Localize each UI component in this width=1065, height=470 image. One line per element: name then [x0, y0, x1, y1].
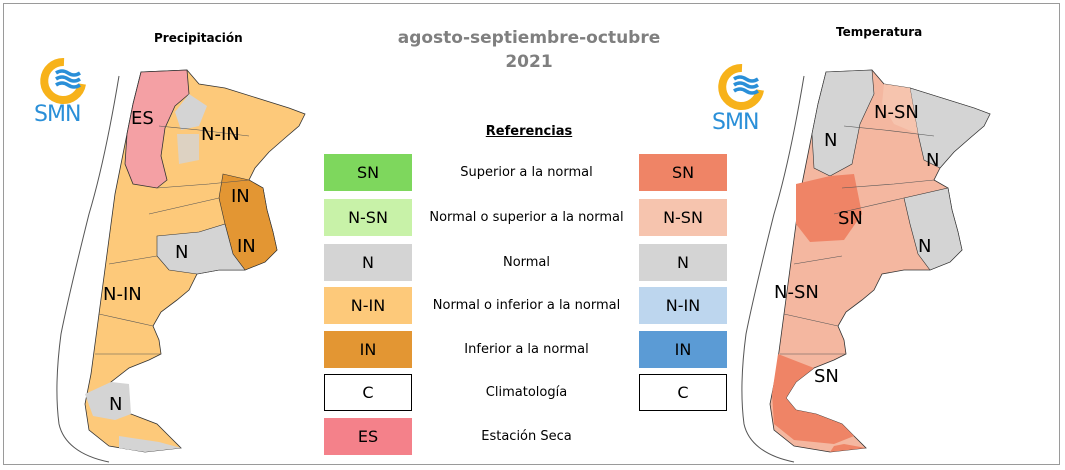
precip-zone-in	[218, 173, 278, 271]
temp-label-n-west: N	[824, 130, 837, 151]
temp-zone-n-ba	[903, 187, 963, 271]
temp-zone-sn-south	[772, 354, 854, 444]
province-borders	[780, 125, 935, 355]
legend-temp-box: C	[639, 374, 727, 411]
legend-label: Climatología	[485, 385, 568, 400]
legend-label: Estación Seca	[481, 429, 572, 444]
precip-gray-patch	[175, 94, 207, 130]
legend-label: Normal o inferior a la normal	[432, 298, 621, 313]
temp-zone-nsn-north	[882, 84, 918, 134]
temp-zone-tdf	[830, 444, 866, 452]
main-title: agosto-septiembre-octubre 2021	[364, 26, 694, 74]
chile-coastline	[741, 75, 805, 463]
main-title-period: agosto-septiembre-octubre	[397, 28, 661, 48]
temperature-title: Temperatura	[836, 25, 923, 39]
precip-zone-n-central	[156, 223, 246, 275]
precip-label-nin-north: N-IN	[201, 124, 240, 145]
temp-zone-n-west	[811, 69, 875, 177]
temp-label-n-ba: N	[918, 236, 931, 257]
precipitation-map: ES N-IN IN IN N N-IN N	[56, 69, 306, 463]
smn-logo-icon	[40, 57, 86, 104]
smn-logo-text-right: SMN	[712, 110, 759, 135]
precip-zone-n-south	[85, 382, 131, 420]
legend-temp-box: SN	[639, 154, 727, 191]
precipitation-title: Precipitación	[154, 31, 243, 45]
temp-label-sn-central: SN	[838, 208, 863, 229]
temp-label-nsn-south: N-SN	[774, 282, 819, 303]
legend-label: Normal o superior a la normal	[429, 210, 624, 225]
temp-zone-n-ne	[909, 87, 991, 169]
temp-zone-sn-central	[796, 174, 862, 242]
precip-label-es: ES	[131, 108, 154, 129]
temperature-map: N-SN N N SN N N-SN SN	[741, 69, 991, 463]
smn-logo-icon	[718, 63, 764, 110]
legend-precip-box: N-IN	[324, 287, 412, 324]
legend-precip-box: SN	[324, 154, 412, 191]
legend-label: Superior a la normal	[460, 165, 593, 180]
legend-title: Referencias	[485, 124, 573, 139]
precip-zone-tdf	[119, 436, 181, 452]
smn-logo-right: SMN	[707, 62, 777, 137]
legend-precip-box: C	[324, 374, 412, 411]
smn-logo-left: SMN	[29, 56, 99, 127]
precip-label-in-2: IN	[237, 236, 256, 257]
figure-frame: Precipitación Temperatura agosto-septiem…	[3, 3, 1060, 465]
precip-label-nin-south: N-IN	[103, 284, 142, 305]
legend-temp-box: N-IN	[639, 287, 727, 324]
chile-coastline	[56, 75, 120, 463]
precip-label-n-central: N	[175, 242, 188, 263]
province-borders	[95, 125, 250, 355]
legend-precip-box: IN	[324, 331, 412, 368]
legend-label: Normal	[502, 255, 551, 270]
legend-precip-box: ES	[324, 418, 412, 455]
smn-logo-text-left: SMN	[34, 102, 81, 127]
temp-label-sn-south: SN	[814, 366, 839, 387]
temp-label-nsn-north: N-SN	[874, 102, 919, 123]
legend-precip-box: N-SN	[324, 199, 412, 236]
precip-gray-patch	[177, 134, 199, 164]
legend-temp-box: N-SN	[639, 199, 727, 236]
legend-precip-box: N	[324, 244, 412, 281]
precip-label-in-1: IN	[231, 186, 250, 207]
main-title-year: 2021	[505, 52, 553, 72]
legend-temp-box: IN	[639, 331, 727, 368]
legend-temp-box: N	[639, 244, 727, 281]
legend-label: Inferior a la normal	[464, 342, 589, 357]
precip-label-n-south: N	[109, 394, 122, 415]
temp-label-n-ne: N	[926, 150, 939, 171]
